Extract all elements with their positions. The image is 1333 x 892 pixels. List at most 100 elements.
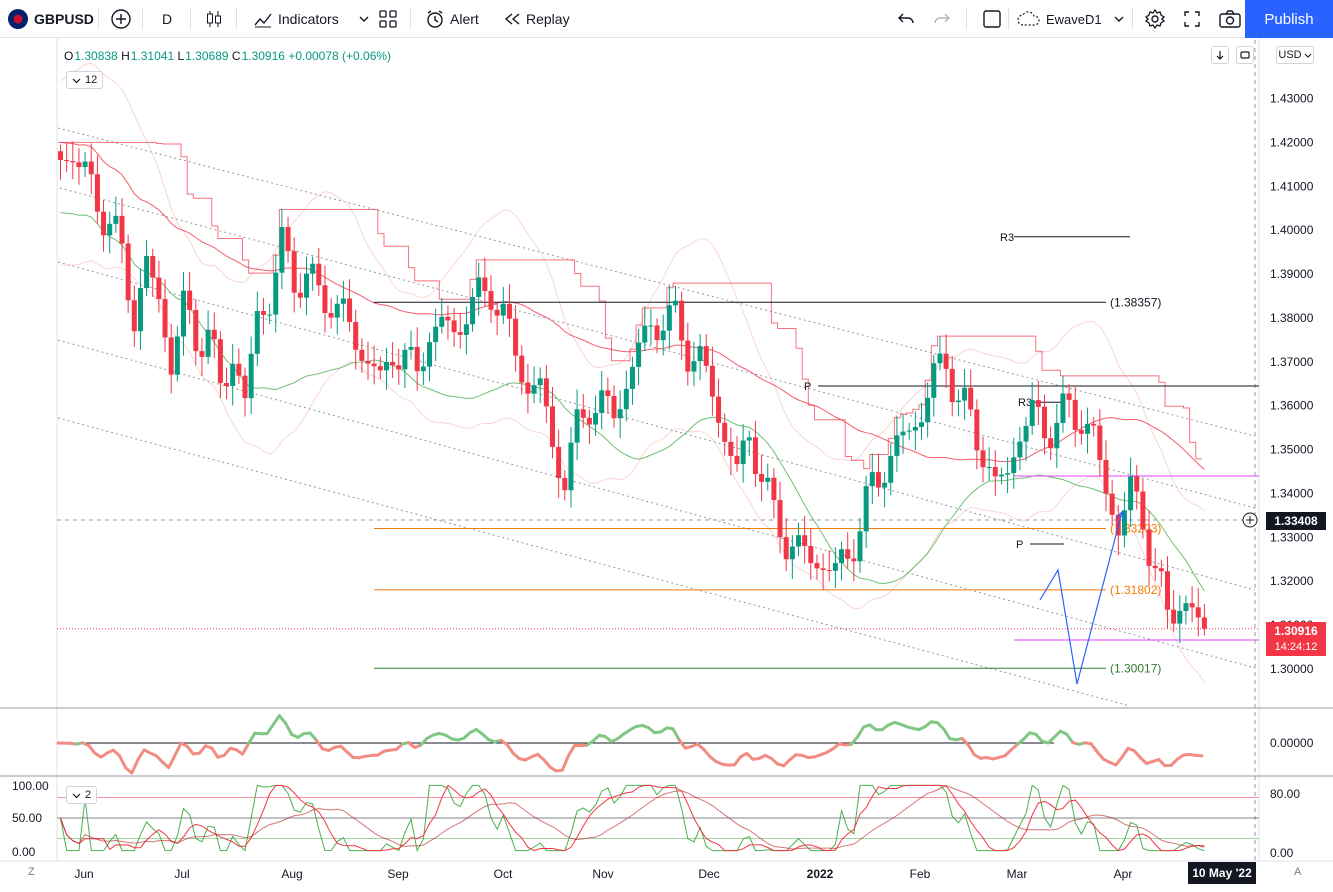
- candle-body: [291, 251, 297, 293]
- osc-segment: [265, 723, 275, 736]
- candle-body: [642, 325, 648, 343]
- interval-button[interactable]: D: [162, 0, 172, 38]
- osc-segment: [284, 721, 294, 737]
- chart-type-button[interactable]: [204, 0, 224, 38]
- chart-canvas[interactable]: (1.38357)(1.33203)(1.31802)(1.30017)R3R3…: [0, 38, 1333, 892]
- osc-segment: [277, 714, 288, 725]
- candle-body: [845, 549, 851, 559]
- osc-segment: [505, 742, 515, 755]
- osc-segment: [271, 714, 281, 727]
- candle-body: [550, 406, 555, 447]
- settings-icon: [1144, 8, 1166, 30]
- close-value: 1.30916: [241, 49, 285, 63]
- candle-body: [888, 455, 894, 483]
- candle-body: [925, 397, 931, 423]
- candle-body: [796, 535, 801, 547]
- fullscreen-button[interactable]: [1182, 0, 1202, 38]
- candle-body: [230, 363, 236, 387]
- candle-body: [396, 365, 402, 370]
- replay-button[interactable]: Replay: [502, 0, 570, 38]
- candle-body: [1017, 441, 1023, 458]
- candle-body: [857, 531, 863, 562]
- level-label: (1.38357): [1110, 295, 1161, 309]
- timezone-toggle[interactable]: Z: [28, 866, 35, 878]
- symbol-search-button[interactable]: GBPUSD: [8, 0, 94, 38]
- plus-icon: [1246, 516, 1254, 524]
- chevron-down-icon: [72, 793, 81, 798]
- alert-button[interactable]: Alert: [424, 0, 479, 38]
- candle-body: [882, 482, 888, 488]
- candles-icon: [207, 11, 221, 27]
- candle-body: [482, 277, 488, 292]
- candle-body: [1109, 493, 1115, 515]
- moving-averages: [58, 141, 1205, 592]
- channel-line: [59, 187, 1256, 509]
- candle-body: [568, 442, 574, 491]
- arrow-down-icon: [1216, 51, 1224, 60]
- osc-segment: [856, 725, 866, 739]
- candle-body: [427, 342, 432, 367]
- layout-name-button[interactable]: EwaveD1: [1016, 0, 1126, 38]
- candle-body: [980, 450, 986, 468]
- scroll-down-button[interactable]: [1211, 46, 1229, 64]
- redo-button[interactable]: [932, 0, 952, 38]
- candle-body: [144, 256, 150, 289]
- candle-body: [525, 382, 531, 394]
- chevron-down-icon: [1114, 16, 1124, 22]
- candle-body: [943, 353, 949, 369]
- candle-body: [217, 339, 223, 384]
- candle-body: [912, 426, 918, 431]
- candle-body: [488, 291, 494, 310]
- candle-body: [900, 431, 906, 436]
- osc-segment: [247, 731, 257, 745]
- snapshot-button[interactable]: [1218, 0, 1242, 38]
- candle-body: [70, 161, 76, 163]
- price-tick: 1.38000: [1270, 311, 1314, 325]
- stoch-tick-left: 100.00: [12, 779, 49, 793]
- indicator-collapse-pill[interactable]: 12: [66, 71, 104, 89]
- candle-body: [322, 285, 328, 313]
- candle-body: [623, 388, 629, 410]
- pivot-label: R3: [1018, 397, 1032, 409]
- osc-segment: [314, 738, 324, 751]
- indicators-icon: [254, 13, 272, 28]
- osc-segment: [1034, 732, 1044, 743]
- candle-body: [716, 396, 722, 423]
- maximize-pane-button[interactable]: [1236, 46, 1254, 64]
- candle-body: [629, 366, 635, 389]
- layout-button[interactable]: [982, 0, 1002, 38]
- candle-body: [814, 563, 820, 569]
- templates-button[interactable]: [378, 0, 398, 38]
- undo-button[interactable]: [896, 0, 916, 38]
- stoch-count: 2: [85, 789, 92, 801]
- candle-body: [1189, 603, 1195, 608]
- candle-body: [193, 309, 199, 352]
- settings-button[interactable]: [1144, 0, 1166, 38]
- add-symbol-button[interactable]: [110, 0, 132, 38]
- indicators-button[interactable]: Indicators: [252, 0, 371, 38]
- candle-body: [728, 441, 734, 456]
- chevron-down-icon[interactable]: [357, 8, 371, 30]
- candle-body: [279, 227, 285, 273]
- candle-body: [205, 329, 211, 357]
- candle-body: [58, 151, 63, 160]
- candle-body: [119, 215, 125, 244]
- publish-button[interactable]: Publish: [1245, 0, 1333, 38]
- candle-body: [1140, 491, 1146, 530]
- osc-segment: [167, 754, 177, 770]
- time-tick: Jun: [74, 867, 93, 881]
- osc-segment: [197, 744, 208, 755]
- candle-body: [1201, 617, 1207, 629]
- osc-segment: [671, 727, 681, 742]
- auto-scale-toggle[interactable]: A: [1294, 866, 1302, 878]
- candle-body: [445, 316, 451, 321]
- osc-segment: [1114, 755, 1124, 767]
- currency-select[interactable]: USD: [1276, 46, 1314, 64]
- channel-line: [57, 127, 1256, 437]
- candle-body: [765, 477, 771, 482]
- stoch-collapse-pill[interactable]: 2: [66, 786, 98, 804]
- candle-body: [949, 368, 955, 403]
- fibonacci-levels: (1.38357)(1.33203)(1.31802)(1.30017)R3R3…: [57, 232, 1259, 675]
- time-tick: Apr: [1114, 867, 1133, 881]
- candle-body: [439, 316, 445, 327]
